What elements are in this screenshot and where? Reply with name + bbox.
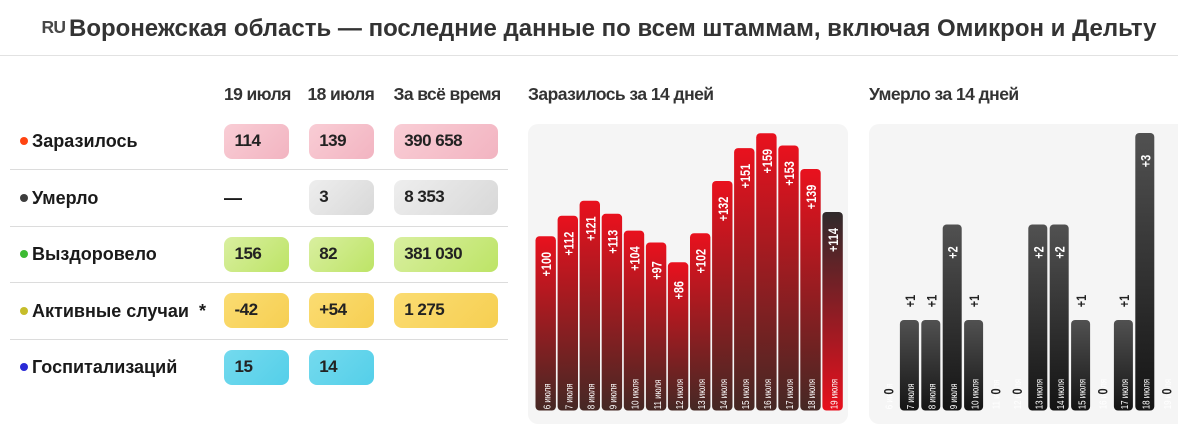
svg-text:18 июля: 18 июля: [1141, 379, 1152, 409]
svg-text:12 июля: 12 июля: [674, 379, 685, 409]
svg-text:18 июля: 18 июля: [806, 379, 817, 409]
svg-text:+102: +102: [693, 249, 709, 274]
svg-text:+100: +100: [539, 252, 555, 277]
svg-text:+114: +114: [826, 228, 842, 252]
svg-text:19 июля: 19 июля: [1162, 379, 1173, 409]
svg-text:+1: +1: [924, 295, 940, 307]
svg-text:17 июля: 17 июля: [784, 379, 795, 409]
svg-text:6 июля: 6 июля: [884, 383, 895, 409]
svg-text:9 июля: 9 июля: [608, 383, 619, 409]
svg-text:7 июля: 7 июля: [905, 383, 916, 409]
svg-text:+112: +112: [561, 232, 577, 256]
svg-text:14 июля: 14 июля: [1055, 379, 1066, 409]
svg-text:+153: +153: [782, 161, 798, 186]
svg-text:+1: +1: [1074, 295, 1090, 307]
svg-text:10 июля: 10 июля: [630, 379, 641, 409]
svg-text:19 июля: 19 июля: [828, 379, 839, 409]
svg-text:15 июля: 15 июля: [740, 379, 751, 409]
svg-text:+3: +3: [1138, 155, 1154, 167]
svg-text:+104: +104: [627, 246, 643, 271]
svg-text:0: 0: [881, 388, 897, 394]
svg-text:+139: +139: [804, 185, 820, 210]
svg-text:8 июля: 8 июля: [927, 383, 938, 409]
svg-text:6 июля: 6 июля: [542, 383, 553, 409]
svg-text:0: 0: [1010, 388, 1026, 394]
svg-text:12 июля: 12 июля: [1012, 379, 1023, 409]
svg-text:+86: +86: [671, 281, 687, 300]
svg-text:16 июля: 16 июля: [762, 379, 773, 409]
svg-text:0: 0: [988, 388, 1004, 394]
svg-text:17 июля: 17 июля: [1119, 379, 1130, 409]
svg-text:0: 0: [1159, 388, 1175, 394]
svg-text:+2: +2: [945, 246, 961, 258]
svg-text:10 июля: 10 июля: [969, 379, 980, 409]
svg-text:+132: +132: [716, 197, 732, 222]
svg-text:+151: +151: [738, 164, 754, 189]
svg-text:+159: +159: [760, 149, 776, 174]
svg-text:15 июля: 15 июля: [1076, 379, 1087, 409]
svg-text:+2: +2: [1031, 246, 1047, 258]
svg-text:8 июля: 8 июля: [586, 383, 597, 409]
svg-text:13 июля: 13 июля: [1034, 379, 1045, 409]
svg-text:16 июля: 16 июля: [1098, 379, 1109, 409]
svg-text:0: 0: [1095, 388, 1111, 394]
svg-text:14 июля: 14 июля: [718, 379, 729, 409]
svg-text:+113: +113: [605, 230, 621, 254]
svg-text:13 июля: 13 июля: [696, 379, 707, 409]
svg-text:9 июля: 9 июля: [948, 383, 959, 409]
svg-text:+2: +2: [1052, 246, 1068, 258]
svg-text:+121: +121: [583, 216, 599, 241]
svg-text:+1: +1: [903, 295, 919, 307]
svg-text:+1: +1: [1117, 295, 1133, 307]
svg-text:+97: +97: [649, 261, 665, 280]
svg-text:11 июля: 11 июля: [652, 379, 663, 409]
svg-text:7 июля: 7 июля: [564, 383, 575, 409]
svg-text:+1: +1: [967, 295, 983, 307]
svg-text:11 июля: 11 июля: [991, 379, 1002, 409]
